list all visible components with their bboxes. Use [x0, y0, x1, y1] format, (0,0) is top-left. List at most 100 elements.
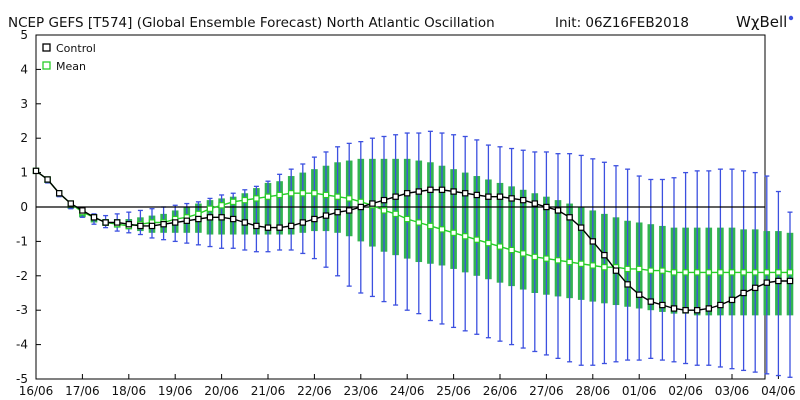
- mean-point: [763, 269, 771, 276]
- mean-point: [659, 267, 666, 274]
- legend-marker-mean: [42, 61, 51, 70]
- control-point: [311, 215, 318, 223]
- control-point: [566, 214, 573, 221]
- mean-point: [751, 269, 759, 276]
- mean-point: [682, 269, 689, 276]
- mean-point: [728, 269, 736, 276]
- mean-point: [496, 243, 504, 250]
- legend-item-control: Control: [42, 42, 96, 55]
- control-point: [44, 176, 51, 183]
- mean-point: [519, 250, 527, 257]
- control-point: [427, 186, 434, 193]
- mean-point: [334, 193, 341, 200]
- x-tick-label: 19/06: [158, 384, 193, 398]
- init-time: Init: 06Z16FEB2018: [555, 15, 689, 31]
- mean-point: [276, 191, 283, 199]
- mean-point: [647, 267, 655, 274]
- control-point: [775, 277, 782, 285]
- y-tick-label: -5: [16, 372, 28, 386]
- mean-point: [508, 246, 515, 254]
- mean-point: [357, 198, 365, 206]
- x-tick-label: 16/06: [19, 384, 54, 398]
- mean-point: [693, 269, 701, 276]
- control-point: [624, 281, 631, 288]
- x-tick-label: 26/06: [483, 384, 518, 398]
- x-tick-label: 27/06: [529, 384, 564, 398]
- mean-point: [427, 222, 434, 230]
- control-point: [299, 219, 307, 226]
- y-tick-label: 5: [20, 28, 28, 42]
- control-point: [717, 301, 724, 309]
- control-point: [322, 212, 330, 219]
- control-point: [496, 193, 504, 200]
- mean-point: [241, 196, 248, 204]
- mean-point: [462, 233, 469, 240]
- control-point: [264, 224, 272, 231]
- control-point: [90, 214, 98, 221]
- control-point: [334, 208, 341, 216]
- x-tick-label: 20/06: [204, 384, 239, 398]
- legend-marker-control: [42, 43, 51, 52]
- control-series: [32, 167, 794, 314]
- control-point: [79, 207, 86, 214]
- control-point: [218, 214, 225, 221]
- x-tick-label: 21/06: [251, 384, 286, 398]
- brand-dot-icon: [788, 15, 794, 21]
- control-point: [508, 195, 515, 202]
- control-point: [473, 191, 481, 199]
- control-point: [253, 222, 260, 230]
- control-point: [55, 190, 63, 197]
- control-point: [113, 219, 121, 226]
- y-tick-label: 4: [20, 62, 28, 76]
- control-point: [519, 196, 527, 204]
- mean-point: [253, 195, 260, 202]
- mean-point: [577, 260, 585, 267]
- control-point: [288, 222, 295, 230]
- y-tick-label: -4: [16, 338, 28, 352]
- spread-bars: [32, 158, 794, 316]
- x-tick-label: 22/06: [297, 384, 332, 398]
- control-point: [462, 190, 469, 197]
- y-tick-label: 2: [20, 131, 28, 145]
- control-point: [380, 196, 388, 204]
- mean-point: [450, 229, 457, 236]
- legend-label-control: Control: [56, 42, 96, 55]
- control-point: [369, 200, 376, 207]
- control-point: [612, 267, 620, 274]
- mean-point: [322, 191, 330, 199]
- mean-point: [218, 202, 225, 209]
- x-tick-label: 23/06: [344, 384, 379, 398]
- mean-point: [206, 205, 214, 212]
- mean-point: [404, 215, 411, 223]
- mean-point: [635, 265, 643, 273]
- control-point: [635, 291, 643, 298]
- x-tick-label: 24/06: [390, 384, 425, 398]
- y-tick-label: 3: [20, 97, 28, 111]
- mean-point: [346, 195, 353, 202]
- control-point: [601, 251, 608, 259]
- control-point: [670, 305, 678, 312]
- mean-point: [195, 210, 202, 218]
- x-axis: 16/06 17/06 18/06 19/06 20/06 21/06 22/06 23/06…: [19, 374, 796, 398]
- control-point: [241, 219, 248, 226]
- mean-series: [32, 167, 794, 276]
- mean-point: [288, 190, 295, 197]
- whiskers: [33, 130, 793, 378]
- control-point: [183, 217, 190, 224]
- mean-point: [705, 269, 713, 276]
- control-point: [763, 279, 771, 286]
- control-point: [230, 215, 237, 223]
- control-point: [740, 289, 747, 297]
- brand-logo: WχBell: [736, 13, 794, 31]
- control-point: [554, 207, 562, 214]
- mean-point: [775, 269, 782, 276]
- x-tick-label: 28/06: [576, 384, 611, 398]
- control-point: [589, 238, 597, 245]
- x-tick-label: 18/06: [112, 384, 147, 398]
- mean-point: [264, 193, 272, 200]
- control-point: [206, 214, 214, 221]
- control-point: [728, 296, 736, 304]
- control-point: [392, 193, 399, 200]
- control-point: [195, 215, 202, 223]
